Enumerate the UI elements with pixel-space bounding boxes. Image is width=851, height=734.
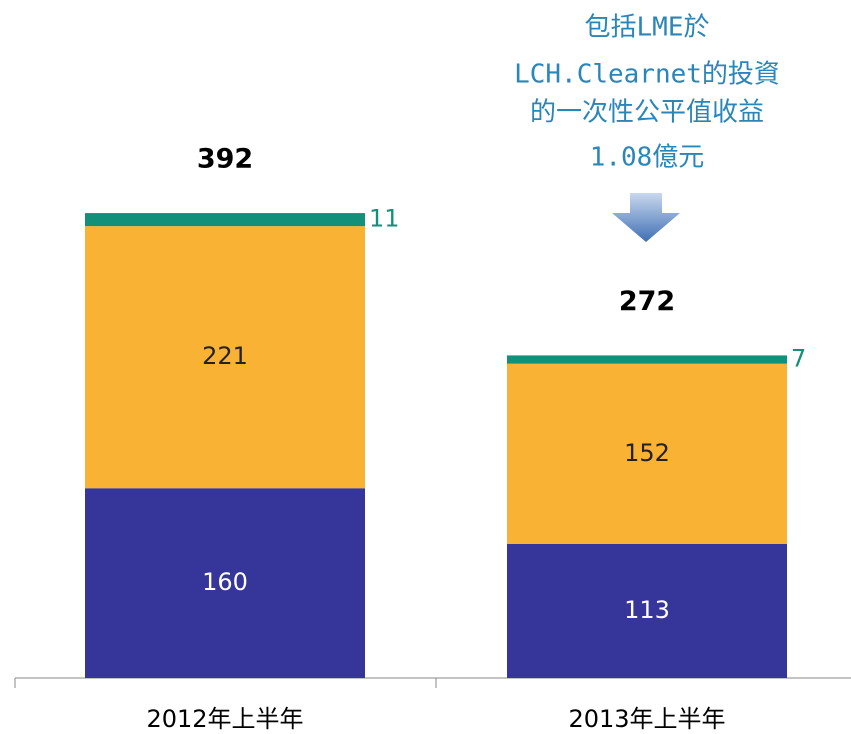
x-tick-label: 2013年上半年 xyxy=(568,705,725,733)
data-label: 152 xyxy=(624,439,670,467)
bar-segment xyxy=(85,226,365,489)
bar-segment xyxy=(85,213,365,227)
data-label: 160 xyxy=(202,568,248,596)
data-label: 113 xyxy=(624,596,670,624)
annotation: 包括LME於 xyxy=(585,13,710,43)
bar-segment xyxy=(507,355,787,364)
arrow xyxy=(612,193,680,242)
bar-segment xyxy=(507,543,787,678)
annotation: LCH.Clearnet的投資 xyxy=(514,60,780,90)
total-label: 272 xyxy=(619,286,675,317)
data-label: 7 xyxy=(791,345,806,373)
total-label: 392 xyxy=(197,144,253,175)
bar-segment xyxy=(507,363,787,544)
data-label: 11 xyxy=(369,205,400,233)
annotation: 1.08億元 xyxy=(590,143,705,173)
x-tick-label: 2012年上半年 xyxy=(146,705,303,733)
bar-segment xyxy=(85,488,365,678)
data-label: 221 xyxy=(202,342,248,370)
annotation: 的一次性公平值收益 xyxy=(530,98,764,128)
